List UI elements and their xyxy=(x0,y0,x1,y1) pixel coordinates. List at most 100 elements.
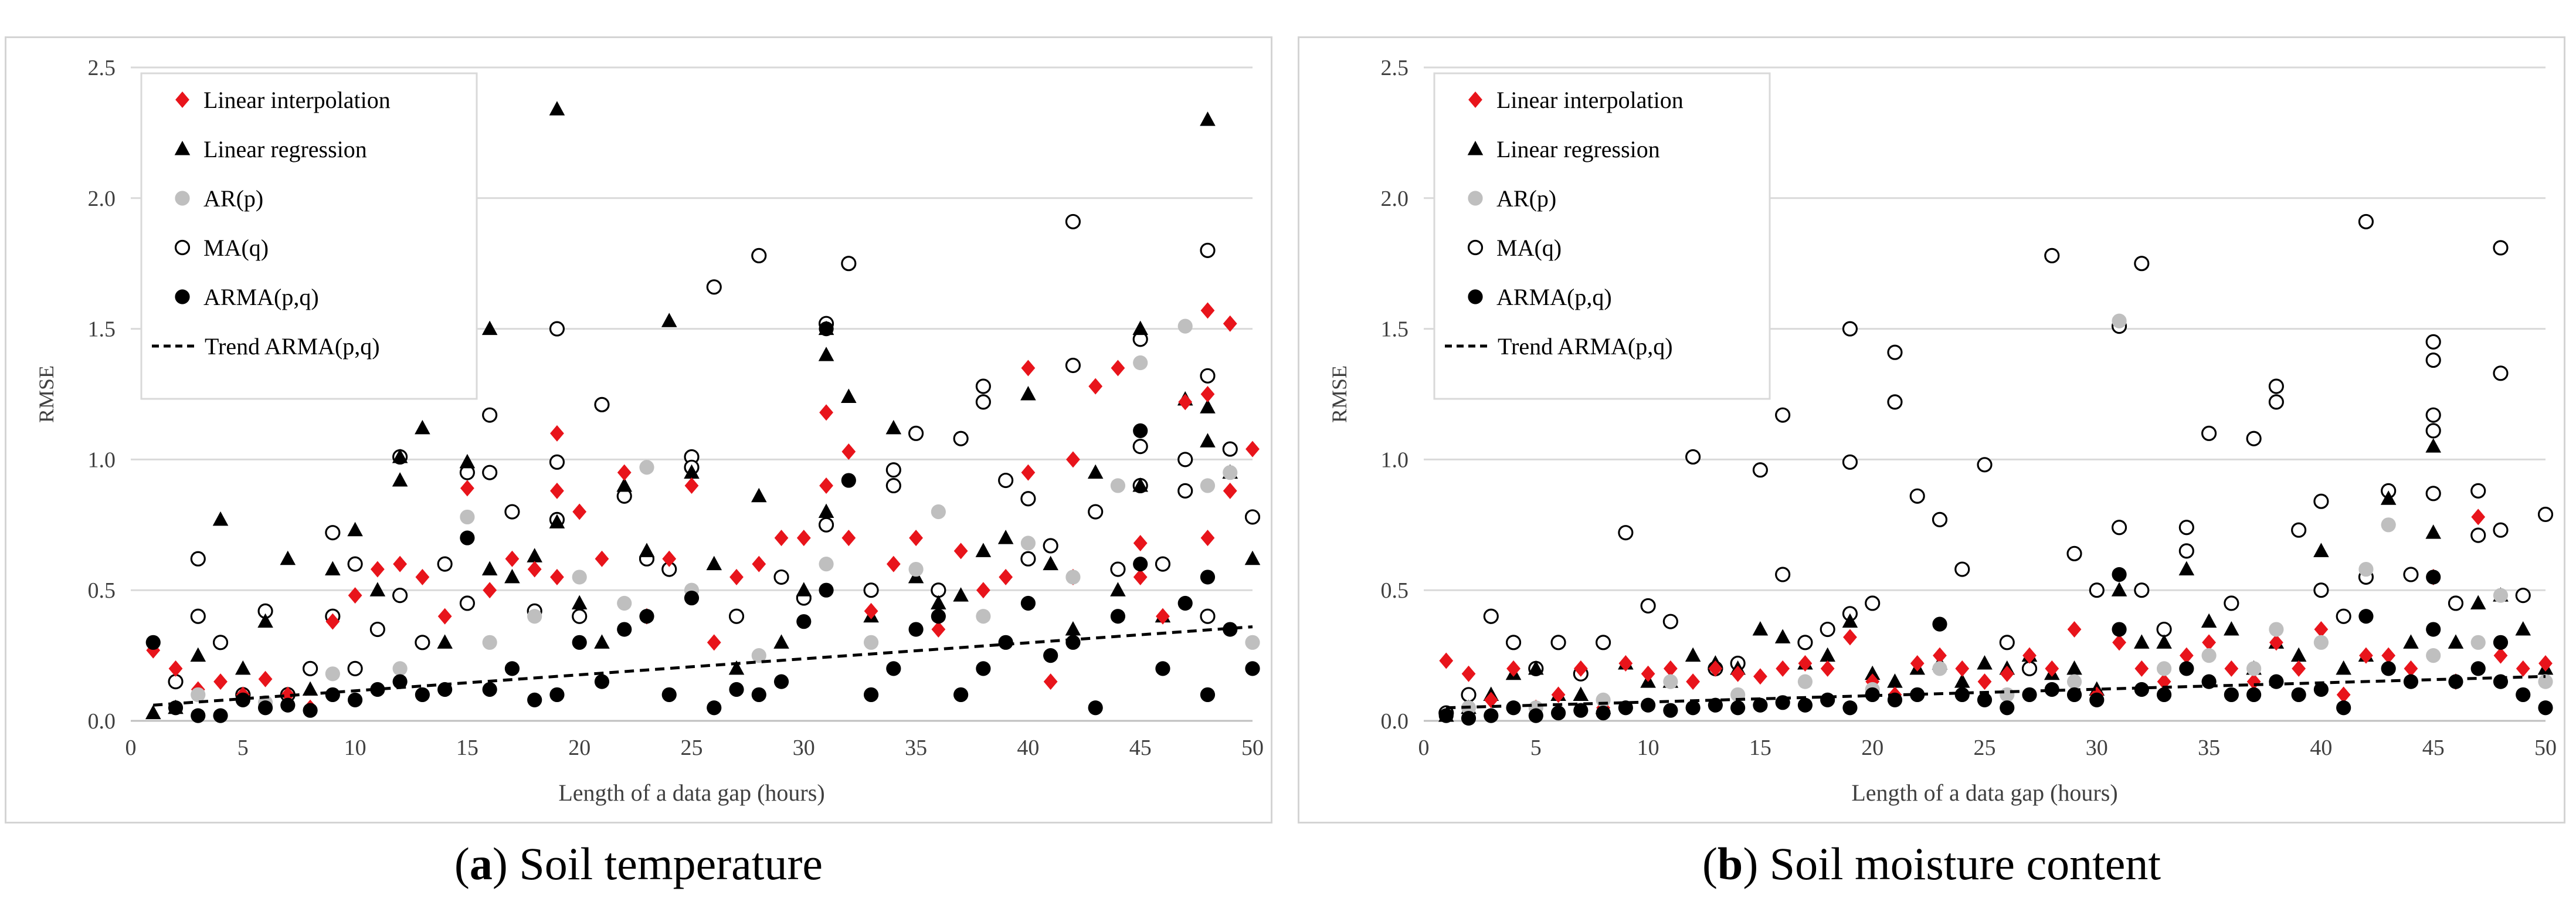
data-point xyxy=(975,378,991,394)
data-point xyxy=(1820,647,1835,662)
data-point xyxy=(1021,360,1036,377)
data-point xyxy=(752,555,766,572)
data-point xyxy=(392,588,408,604)
data-point xyxy=(975,394,991,410)
data-point xyxy=(280,550,296,565)
data-point xyxy=(2178,543,2194,559)
data-point xyxy=(527,561,542,578)
data-point xyxy=(2403,567,2419,582)
legend-label: Trend ARMA(p,q) xyxy=(1498,333,1673,360)
data-point xyxy=(2448,674,2463,689)
data-point xyxy=(2313,582,2329,598)
y-tick-label: 1.5 xyxy=(1381,317,1409,342)
data-point xyxy=(2112,313,2127,328)
data-point xyxy=(1111,360,1125,377)
data-point xyxy=(617,622,632,637)
series-linear-interpolation xyxy=(146,302,1260,716)
data-point xyxy=(2358,609,2374,624)
data-point xyxy=(1910,655,1925,672)
data-point xyxy=(392,472,408,487)
legend-marker xyxy=(1467,141,1484,155)
data-point xyxy=(2448,634,2464,649)
data-point xyxy=(2178,561,2195,576)
data-point xyxy=(2537,506,2554,523)
data-point xyxy=(2178,520,2194,536)
data-point xyxy=(1200,111,1216,126)
data-point xyxy=(841,473,856,488)
data-point xyxy=(2179,647,2194,664)
data-point xyxy=(2313,635,2329,650)
data-point xyxy=(1088,700,1103,716)
data-point xyxy=(437,556,453,572)
data-point xyxy=(459,595,475,611)
data-point xyxy=(1200,302,1215,319)
data-point xyxy=(1043,538,1058,554)
data-point xyxy=(1484,692,1498,709)
data-point xyxy=(1506,700,1521,716)
data-point xyxy=(953,687,969,703)
data-point xyxy=(2179,661,2194,676)
data-point xyxy=(774,530,789,547)
data-point xyxy=(235,660,251,675)
legend-label: AR(p) xyxy=(1496,185,1556,212)
data-point xyxy=(460,509,475,525)
data-point xyxy=(347,521,363,537)
data-point xyxy=(1245,635,1260,650)
y-tick-label: 2.5 xyxy=(1381,56,1409,80)
data-point xyxy=(1200,242,1216,259)
data-point xyxy=(2425,486,2441,501)
data-point xyxy=(235,692,250,707)
data-point xyxy=(527,692,542,707)
x-tick-label: 25 xyxy=(1974,736,1996,760)
caption-a: (a) Soil temperature xyxy=(454,838,823,889)
data-point xyxy=(2021,660,2038,676)
data-point xyxy=(1244,509,1261,525)
data-point xyxy=(2359,647,2373,664)
data-point xyxy=(885,477,901,494)
data-point xyxy=(527,548,542,562)
data-point xyxy=(280,697,296,713)
data-point xyxy=(258,670,273,687)
data-point xyxy=(2470,595,2486,609)
data-point xyxy=(931,609,946,624)
data-point xyxy=(796,614,812,629)
data-point xyxy=(437,608,452,625)
data-point xyxy=(2246,661,2262,676)
data-point xyxy=(2202,634,2216,651)
data-point xyxy=(2045,660,2059,677)
data-point xyxy=(2269,674,2284,689)
data-point xyxy=(773,674,789,689)
data-point xyxy=(976,661,991,676)
data-point xyxy=(976,609,991,624)
data-point xyxy=(1461,710,1477,726)
data-point xyxy=(257,613,273,628)
data-point xyxy=(2358,561,2374,577)
chart-soil-temperature: 0.0 0.5 1.0 1.5 2.0 2.5 0 5 10 15 20 25 30 35 40 45 50 Le… xyxy=(35,56,1264,806)
data-point xyxy=(796,582,812,597)
data-point xyxy=(976,582,990,599)
data-point xyxy=(886,555,901,572)
series-linear-regression xyxy=(145,101,1261,720)
data-point xyxy=(931,582,946,598)
data-point xyxy=(662,550,677,567)
x-tick-label: 30 xyxy=(2086,736,2108,760)
data-point xyxy=(1223,622,1238,637)
data-point xyxy=(504,661,520,676)
data-point xyxy=(819,404,833,421)
data-point xyxy=(1776,660,1790,677)
data-point xyxy=(931,621,946,638)
data-point xyxy=(2066,674,2082,689)
x-tick-label: 35 xyxy=(905,736,927,760)
data-point xyxy=(819,321,834,337)
data-point xyxy=(594,396,610,412)
x-tick-label: 40 xyxy=(2310,736,2332,760)
data-point xyxy=(213,708,228,723)
data-point xyxy=(212,511,229,526)
data-point xyxy=(1155,556,1171,572)
data-point xyxy=(1685,700,1701,716)
data-point xyxy=(594,634,610,649)
legend-marker xyxy=(175,191,190,206)
data-point xyxy=(2471,509,2486,526)
data-point xyxy=(168,674,184,690)
data-point xyxy=(2134,256,2150,272)
